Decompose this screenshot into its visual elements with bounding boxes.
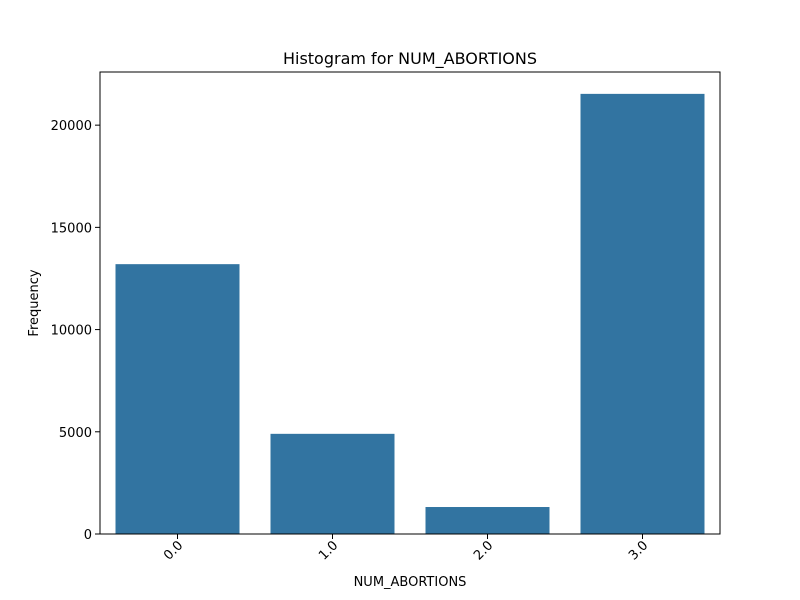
y-tick-label: 15000: [51, 221, 92, 236]
bar-3-0: [580, 93, 705, 535]
bar-0-0: [115, 264, 240, 534]
y-axis-label: Frequency: [27, 269, 42, 336]
chart-title: Histogram for NUM_ABORTIONS: [283, 49, 537, 69]
plot-area-frame: [99, 71, 721, 535]
bar-2-0: [425, 507, 550, 534]
y-axis-ticks: 0 5000 10000 15000 20000: [51, 119, 100, 543]
y-tick-label: 5000: [59, 426, 92, 441]
x-tick-label: 3.0: [626, 538, 651, 563]
bars-group: [115, 93, 705, 535]
x-tick-label: 2.0: [471, 538, 496, 563]
x-tick-label: 1.0: [316, 538, 341, 563]
x-tick-label: 0.0: [161, 538, 186, 563]
x-axis-label: NUM_ABORTIONS: [354, 575, 467, 590]
y-tick-label: 0: [84, 528, 92, 543]
y-tick-label: 10000: [51, 324, 92, 339]
x-axis-ticks: 0.0 1.0 2.0 3.0: [161, 534, 651, 563]
y-tick-label: 20000: [51, 119, 92, 134]
bar-1-0: [270, 433, 395, 534]
